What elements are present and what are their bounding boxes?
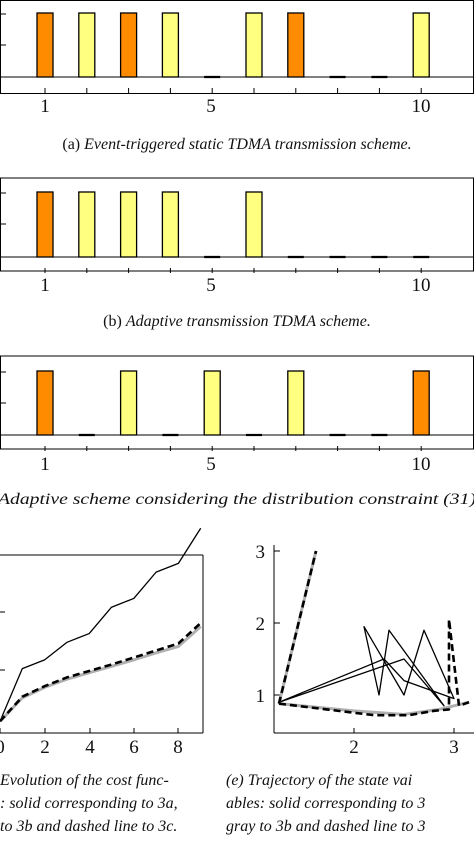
panel-d-xtick-label: 2	[40, 737, 50, 758]
panel-e-caption-line: ables: solid corresponding to 3	[226, 795, 425, 812]
series-line-solid	[278, 625, 455, 707]
panel-e-ytick-label: 3	[256, 542, 266, 563]
panel-e-xtick-label: 2	[349, 737, 359, 758]
panel-c-xtick-label: 1	[40, 454, 50, 475]
panel-d-xtick-label: 0	[0, 737, 5, 758]
panel-b-caption-prefix: (b)	[103, 313, 122, 330]
panel-b-xtick-label: 5	[206, 275, 216, 296]
bar-mark	[412, 12, 430, 78]
panel-a-caption-prefix: (a)	[62, 136, 80, 153]
panel-d-xtick-label: 6	[129, 737, 139, 758]
panel-d-xtick-label: 8	[173, 737, 183, 758]
series-line-gray	[0, 625, 202, 723]
bar-mark	[161, 12, 180, 78]
series-line-dashed	[277, 550, 318, 704]
panel-b-xtick-label: 10	[412, 275, 431, 296]
panel-b-caption: (b) Adaptive transmission TDMA scheme.	[103, 313, 371, 330]
bar-mark	[119, 370, 138, 436]
panel-a-frame	[0, 0, 474, 94]
panel-c-xtick-label: 5	[206, 454, 216, 475]
panel-b-xtick-label: 1	[40, 275, 50, 296]
panel-a-xtick-label: 1	[40, 96, 50, 117]
bar-mark	[78, 191, 96, 258]
panel-c-caption: Adaptive scheme considering the distribu…	[0, 491, 474, 508]
panel-d-caption-line: Evolution of the cost func-	[0, 772, 169, 789]
panel-e-caption-line: (e) Trajectory of the state vai	[226, 772, 412, 789]
bar-mark	[203, 370, 221, 436]
bar-mark	[36, 191, 54, 258]
panel-a-xtick-label: 5	[206, 96, 216, 117]
panel-a-caption-text: Event-triggered static TDMA transmission…	[83, 136, 412, 153]
panel-b: 1 5 10 (b) Adaptive transmission TDMA sc…	[0, 177, 474, 330]
bar-mark	[161, 191, 180, 258]
panel-d: 0 2 4 6 8 Evolution of the cost func- : …	[0, 527, 204, 835]
panel-a-xtick-label: 10	[412, 96, 431, 117]
panel-d-caption-line: : solid corresponding to 3a,	[0, 795, 178, 812]
panel-e: 1 2 3 2 3 (e) Trajectory of the state va…	[226, 542, 474, 835]
panel-a: 1 5 10 (a) Event-triggered static TDMA t…	[0, 0, 474, 153]
panel-e-caption-line: gray to 3b and dashed line to 3	[226, 818, 426, 835]
series-line-dashed	[278, 618, 470, 717]
bar-mark	[245, 12, 263, 78]
panel-d-caption-line: to 3b and dashed line to 3c.	[0, 818, 177, 835]
bar-mark	[412, 370, 430, 436]
panel-d-xtick-label: 4	[85, 737, 95, 758]
bar-mark	[36, 370, 54, 436]
bar-mark	[287, 370, 305, 436]
bar-mark	[245, 191, 263, 258]
bar-mark	[36, 12, 54, 78]
panel-a-caption: (a) Event-triggered static TDMA transmis…	[62, 136, 411, 153]
bar-mark	[78, 12, 96, 78]
bar-mark	[287, 12, 305, 78]
panel-c-xtick-label: 10	[412, 454, 431, 475]
panel-e-ytick-label: 1	[256, 686, 266, 707]
panel-e-ytick-label: 2	[256, 614, 266, 635]
panel-c: 1 5 10 Adaptive scheme considering the d…	[0, 355, 474, 508]
panel-b-caption-text: Adaptive transmission TDMA scheme.	[125, 313, 371, 330]
bar-mark	[119, 191, 138, 258]
series-line-dashed	[0, 622, 202, 723]
panel-e-xtick-label: 3	[449, 737, 459, 758]
series-line-solid	[0, 527, 202, 722]
bar-mark	[119, 12, 138, 78]
